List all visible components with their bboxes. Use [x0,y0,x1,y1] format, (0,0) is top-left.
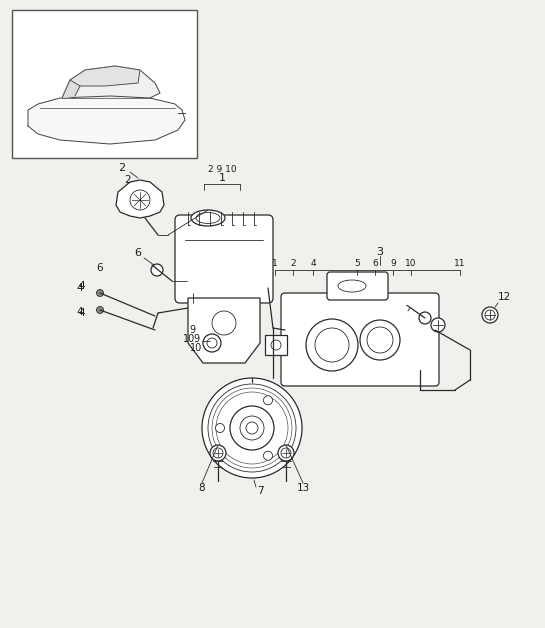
Text: 9: 9 [189,325,195,335]
Text: 13: 13 [296,483,310,493]
Text: 10: 10 [190,343,202,353]
Text: 10: 10 [183,334,195,344]
Text: 1: 1 [272,259,278,268]
Polygon shape [62,66,160,98]
Ellipse shape [338,280,366,292]
Polygon shape [62,80,80,98]
Circle shape [482,307,498,323]
Circle shape [130,190,150,210]
Circle shape [202,378,302,478]
Text: 8: 8 [199,483,205,493]
Circle shape [419,312,431,324]
Circle shape [360,320,400,360]
Circle shape [96,306,104,313]
Text: 6: 6 [135,248,142,258]
Circle shape [271,340,281,350]
Text: 3: 3 [377,247,384,257]
Text: 4: 4 [78,308,86,318]
Text: 4: 4 [77,307,83,317]
Circle shape [151,264,163,276]
Circle shape [230,406,274,450]
Text: 7: 7 [257,486,263,496]
Circle shape [212,311,236,335]
Circle shape [210,445,226,461]
Text: 5: 5 [354,259,360,268]
Circle shape [263,451,272,460]
Text: 1: 1 [219,173,226,183]
Text: 6: 6 [96,263,104,273]
Circle shape [278,445,294,461]
Ellipse shape [196,212,220,224]
Text: 2 9 10: 2 9 10 [208,166,237,175]
Text: 2: 2 [125,175,131,185]
Text: 2: 2 [118,163,125,173]
Circle shape [246,422,258,434]
FancyBboxPatch shape [175,215,273,303]
Text: 12: 12 [498,292,511,302]
Polygon shape [188,298,260,363]
Circle shape [96,290,104,296]
Text: 4: 4 [77,283,83,293]
Text: 11: 11 [454,259,466,268]
Ellipse shape [147,111,173,125]
Circle shape [306,319,358,371]
Circle shape [215,423,225,433]
Bar [12,10,197,158]
Circle shape [203,334,221,352]
Text: 4: 4 [310,259,316,268]
Text: 9: 9 [390,259,396,268]
Ellipse shape [151,113,169,123]
Text: 4: 4 [78,281,86,291]
Ellipse shape [191,210,225,226]
Ellipse shape [49,117,67,127]
FancyBboxPatch shape [327,272,388,300]
Bar [265,335,287,355]
FancyBboxPatch shape [281,293,439,386]
Circle shape [431,318,445,332]
Ellipse shape [45,115,71,129]
Text: 2: 2 [290,259,296,268]
Text: 10: 10 [405,259,417,268]
Polygon shape [116,180,164,218]
Circle shape [263,396,272,405]
Polygon shape [70,66,140,86]
Text: 9: 9 [193,334,199,344]
Polygon shape [28,96,185,144]
Text: 6: 6 [372,259,378,268]
